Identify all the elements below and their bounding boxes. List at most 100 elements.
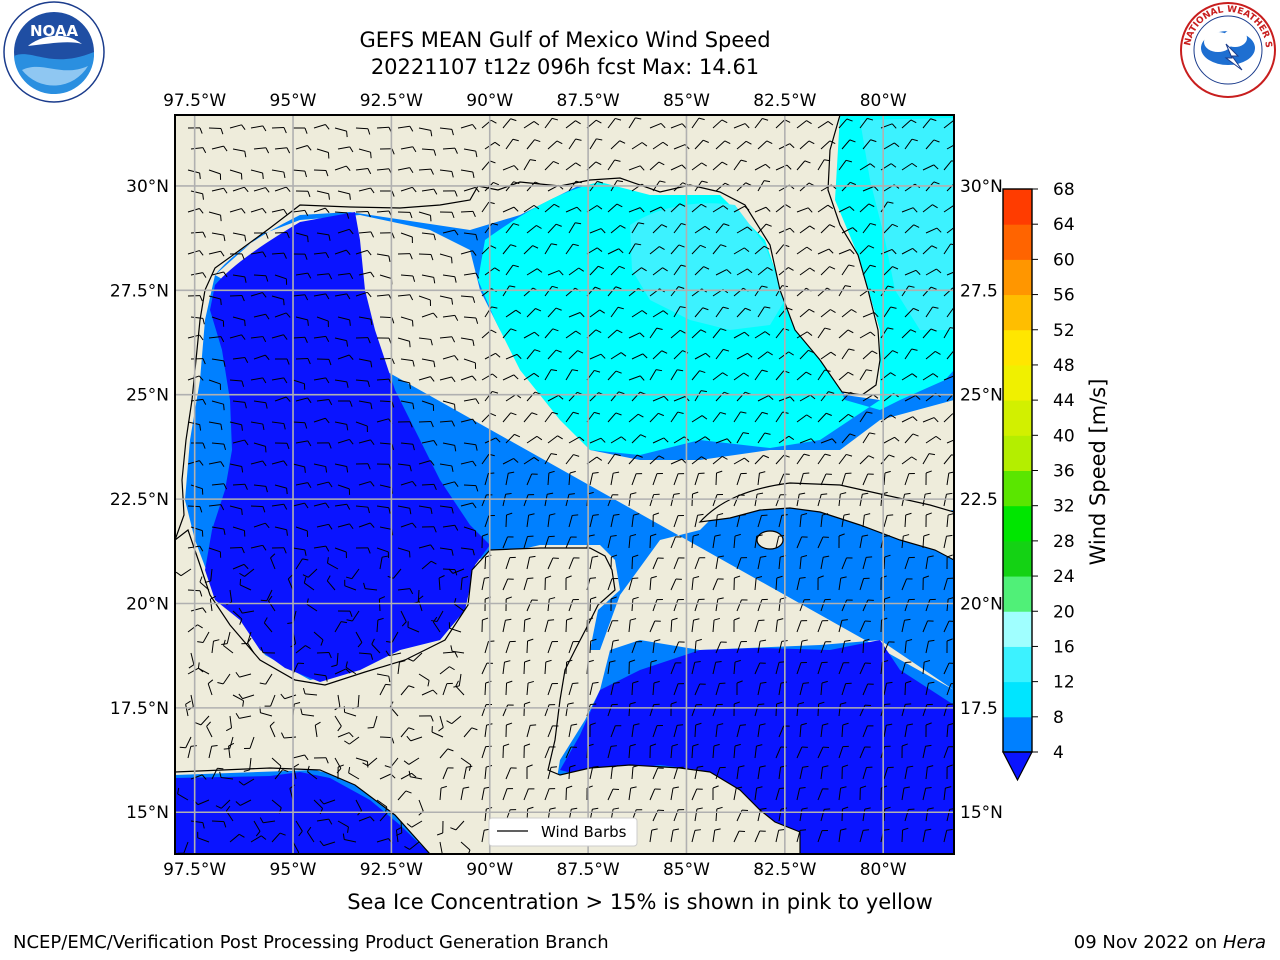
wind-barb [754,703,765,717]
wind-barb [211,358,226,367]
wind-barb [334,463,349,473]
wind-barb [316,481,333,488]
wind-barb [376,673,391,683]
wind-barb [195,715,210,726]
wind-barb [901,618,911,633]
wind-barb [337,484,351,495]
wind-barb [733,457,750,465]
wind-barb [862,556,873,570]
wind-barb [274,274,288,285]
wind-barb [607,703,618,717]
wind-barb [778,681,787,696]
wind-barb [243,757,252,772]
wind-barb [271,832,286,843]
wind-barb [502,618,512,633]
wind-barb [841,433,856,444]
wind-barb [197,662,210,675]
wind-barb [250,169,264,180]
wind-barb [568,470,576,486]
wind-barb [432,616,441,633]
wind-barb [269,721,276,738]
wind-barb [883,142,900,150]
wind-barb [292,662,305,675]
wind-barb [463,148,478,158]
wind-barb [505,640,516,654]
wind-barb [715,348,730,360]
wind-barb [778,267,794,276]
wind-barb [628,243,642,255]
colorbar-segment [1003,329,1032,366]
lon-tick-label-bottom: 97.5°W [163,860,226,880]
wind-barb [862,311,879,318]
wind-barb [820,641,832,654]
wind-barb [293,763,300,780]
footer-date: 09 Nov 2022 on Hera [1074,932,1266,953]
wind-barb [481,745,492,759]
wind-barb [841,309,857,318]
wind-barb [694,598,705,612]
wind-barb [544,453,558,465]
wind-barb [544,535,555,549]
wind-barb [733,786,743,801]
wind-barb [628,117,642,129]
wind-barb [610,765,619,780]
wind-barb [796,120,812,129]
wind-barb [406,820,423,828]
colorbar-tick-label: 16 [1053,637,1075,657]
wind-barb [652,680,660,696]
wind-barb [943,492,953,507]
wind-barb [484,390,499,402]
wind-barb [302,687,318,696]
wind-barb [463,398,480,405]
wind-barb [211,187,228,194]
wind-barb [922,786,932,801]
wind-barb [565,454,580,465]
wind-barb [631,310,648,318]
wind-barb [670,701,677,717]
wind-barb [925,681,935,696]
wind-barb [460,337,475,346]
wind-barb [943,204,954,213]
wind-barb [691,576,700,591]
wind-barb [883,470,891,486]
wind-barb [754,786,763,801]
wind-barb [187,460,204,466]
wind-barb [796,620,808,633]
wind-barb [337,316,351,326]
wind-barb [631,764,639,780]
wind-barb [589,353,606,360]
wind-barb [820,438,837,444]
wind-barb [208,169,222,180]
wind-barb [736,640,747,654]
wind-barb [838,619,848,633]
wind-barb [442,767,454,780]
wind-barb [334,421,349,431]
wind-barb [841,764,849,780]
wind-barb [439,336,456,343]
wind-barb [295,232,309,243]
wind-barb [883,223,899,234]
wind-barb [418,544,435,550]
wind-barb [736,307,751,318]
wind-barb [859,163,876,171]
wind-barb [175,568,192,577]
wind-barb [502,118,517,129]
wind-barb [208,461,225,467]
colorbar-extend [1002,751,1033,782]
wind-barb [757,432,771,444]
wind-barb [316,148,330,159]
wind-barb [691,329,707,339]
wind-barb [211,316,225,327]
wind-barb [208,379,222,390]
wind-barb [841,599,853,612]
wind-barb [820,391,835,402]
wind-barb [649,327,663,339]
wind-barb [316,316,329,328]
wind-barb [400,442,415,451]
wind-barb [859,620,871,633]
wind-barb [232,274,247,283]
wind-barb [397,125,414,132]
wind-barb [442,682,453,696]
wind-barb [757,471,766,486]
wind-barb [502,374,519,381]
